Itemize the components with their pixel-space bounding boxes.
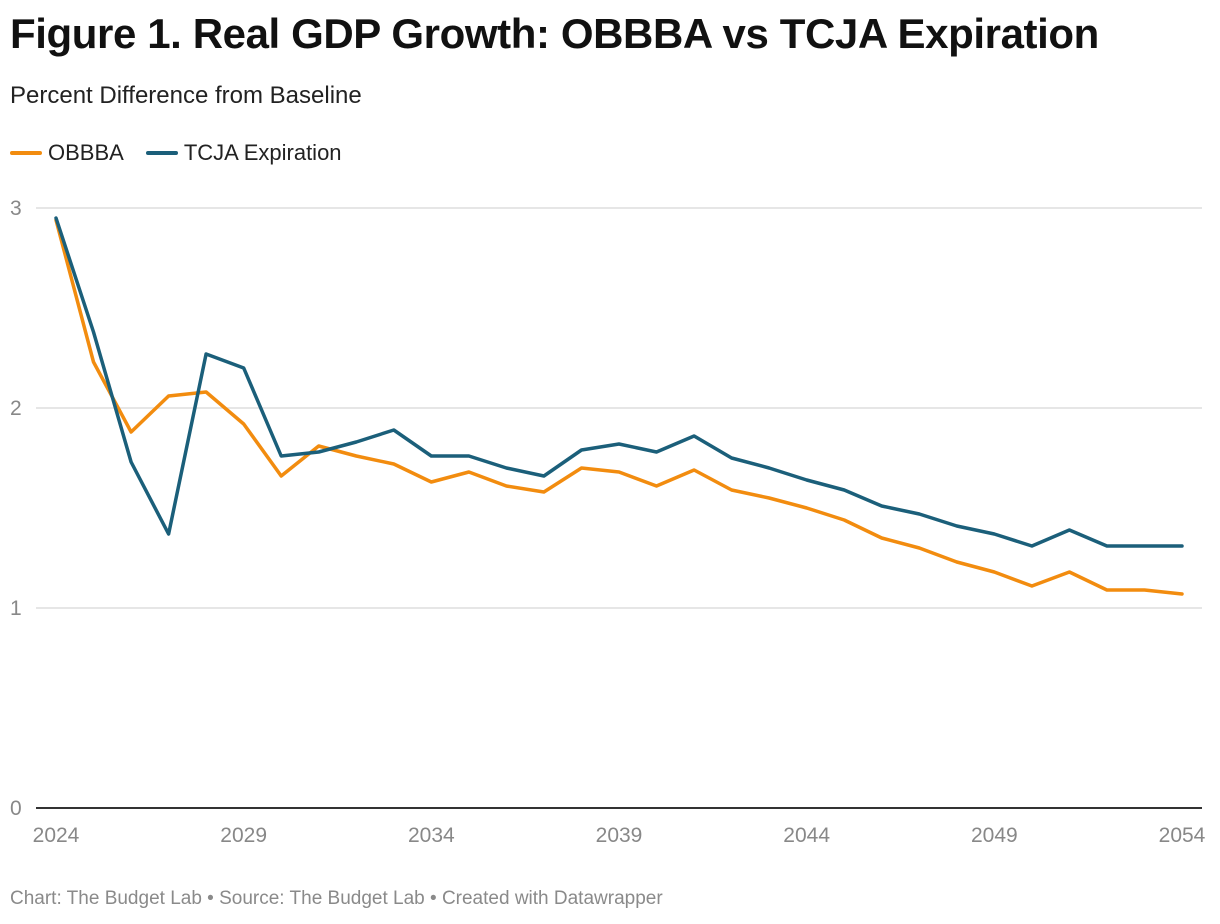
x-tick-label: 2049 [971,824,1018,847]
x-tick-label: 2044 [783,824,830,847]
legend-item-tcja: TCJA Expiration [145,140,342,166]
x-tick-label: 2029 [220,824,267,847]
legend-swatch-obbba [10,151,42,155]
legend-swatch-tcja [145,151,178,155]
y-tick-label: 2 [10,397,22,420]
y-tick-label: 0 [10,797,22,820]
chart-footer: Chart: The Budget Lab • Source: The Budg… [10,888,663,909]
y-tick-label: 1 [10,597,22,620]
chart-legend: OBBBA TCJA Expiration [10,140,364,166]
chart-subtitle: Percent Difference from Baseline [10,82,362,109]
x-tick-label: 2039 [596,824,643,847]
series-line-obbba [54,218,1184,596]
y-tick-label: 3 [10,197,22,220]
legend-label-tcja: TCJA Expiration [183,140,342,165]
legend-label-obbba: OBBBA [48,140,124,165]
legend-item-obbba: OBBBA [10,140,124,166]
x-tick-label: 2024 [33,824,80,847]
chart-title: Figure 1. Real GDP Growth: OBBBA vs TCJA… [10,10,1099,57]
x-tick-label: 2034 [408,824,455,847]
x-tick-label: 2054 [1159,824,1206,847]
series-line-tcja-expiration [54,216,1184,548]
